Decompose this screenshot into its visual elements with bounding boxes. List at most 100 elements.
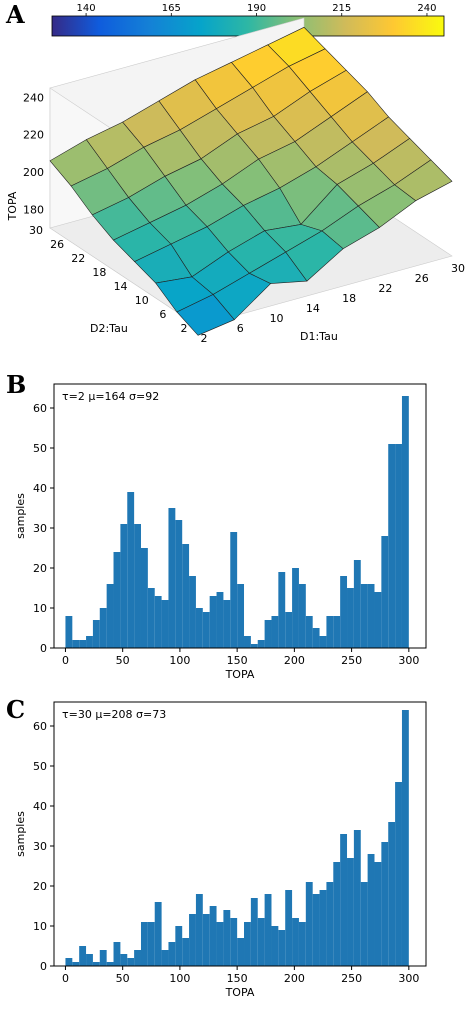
- x-tick-label: 250: [341, 972, 362, 985]
- y-axis-label: samples: [14, 493, 27, 539]
- surface-x-axis-label: D1:Tau: [300, 330, 338, 343]
- histogram-bar: [298, 584, 306, 648]
- surface-y-tick-label: 22: [71, 252, 85, 265]
- histogram-bar: [127, 492, 135, 648]
- histogram-bar: [65, 958, 73, 966]
- surface-z-tick-label: 220: [23, 129, 44, 142]
- y-tick-label: 60: [33, 720, 47, 733]
- histogram-bar: [120, 524, 128, 648]
- histogram-bar: [278, 930, 286, 966]
- histogram-bar: [285, 890, 293, 966]
- x-tick-label: 150: [227, 654, 248, 667]
- x-tick-label: 100: [169, 654, 190, 667]
- histogram-bar: [298, 922, 306, 966]
- histogram-bar: [250, 644, 258, 648]
- histogram-bar: [182, 938, 190, 966]
- histogram-bar: [360, 882, 368, 966]
- colorbar-tick-label: 140: [77, 3, 96, 14]
- colorbar: 140 165 190 215 240: [51, 3, 445, 37]
- histogram-bar: [189, 914, 196, 966]
- histogram-bar: [202, 612, 210, 648]
- histogram-bar: [381, 536, 389, 648]
- surface-x-tick-label: 10: [270, 312, 284, 325]
- histogram-bar: [319, 890, 327, 966]
- colorbar-ticks: 140 165 190 215 240: [77, 3, 437, 16]
- histogram-bar: [140, 922, 148, 966]
- x-axis-label: TOPA: [225, 668, 255, 681]
- y-tick-label: 30: [33, 522, 47, 535]
- histogram-bar: [209, 596, 217, 648]
- surface-y-tick-label: 18: [92, 266, 106, 279]
- histogram-bar: [388, 822, 396, 966]
- y-tick-label: 10: [33, 602, 47, 615]
- histogram-bar: [401, 710, 409, 966]
- panel-b-label: B: [6, 370, 27, 399]
- histogram-bar: [113, 552, 121, 648]
- y-tick-label: 50: [33, 760, 47, 773]
- histogram-bar: [209, 906, 217, 966]
- histogram-bar: [168, 942, 176, 966]
- histogram-bar: [305, 882, 313, 966]
- histogram-bar: [388, 444, 396, 648]
- y-tick-label: 50: [33, 442, 47, 455]
- x-tick-label: 200: [284, 972, 305, 985]
- histogram-bar: [401, 396, 409, 648]
- histogram-bar: [333, 862, 341, 966]
- surface-x-tick-label: 6: [237, 322, 244, 335]
- histogram-b: 0 50 100 150 200 250 300 0 10 20 30 40 50 60 TOPA sampl…: [14, 383, 427, 681]
- histogram-bar: [195, 608, 203, 648]
- histogram-bar: [182, 544, 190, 648]
- histogram-bar: [106, 962, 114, 966]
- histogram-bar: [134, 524, 141, 648]
- x-axis-label: TOPA: [225, 986, 255, 999]
- surface-z-tick-label: 180: [23, 203, 44, 216]
- histogram-bar: [326, 882, 334, 966]
- histogram-bar: [374, 862, 382, 966]
- x-tick-label: 100: [169, 972, 190, 985]
- histogram-bar: [79, 640, 87, 648]
- histogram-bar: [360, 584, 368, 648]
- histogram-bar: [230, 918, 238, 966]
- histogram-bar: [312, 894, 320, 966]
- histogram-bar: [147, 922, 155, 966]
- surface-y-tick-label: 6: [159, 308, 166, 321]
- histogram-bar: [292, 918, 299, 966]
- histogram-bar: [244, 922, 251, 966]
- histogram-bar: [278, 572, 286, 648]
- surface-z-tick-label: 240: [23, 91, 44, 104]
- histogram-bar: [189, 576, 196, 648]
- histogram-bar: [99, 950, 107, 966]
- histogram-bar: [305, 616, 313, 648]
- histogram-bar: [154, 596, 162, 648]
- y-tick-label: 0: [40, 960, 47, 973]
- surface-x-tick-label: 14: [306, 302, 320, 315]
- histogram-bar: [271, 616, 279, 648]
- histogram-bar: [326, 616, 334, 648]
- surface-z-axis-label: TOPA: [6, 191, 19, 221]
- surface-y-tick-label: 10: [135, 294, 149, 307]
- histogram-bar: [347, 588, 354, 648]
- surface-x-tick-label: 18: [342, 292, 356, 305]
- stats-annotation: τ=2 μ=164 σ=92: [62, 390, 159, 403]
- histogram-bar: [92, 962, 100, 966]
- colorbar-tick-label: 240: [417, 3, 436, 14]
- surface-y-tick-label: 14: [114, 280, 128, 293]
- histogram-bar: [216, 922, 224, 966]
- histogram-bar: [86, 954, 93, 966]
- panel-a-label: A: [6, 0, 25, 29]
- histogram-bar: [195, 894, 203, 966]
- histogram-bar: [127, 958, 135, 966]
- surface-x-tick-label: 26: [415, 272, 429, 285]
- surface-y-tick-label: 2: [181, 322, 188, 335]
- surface-x-tick-label: 30: [451, 262, 465, 275]
- y-tick-label: 20: [33, 562, 47, 575]
- histogram-bar: [257, 640, 265, 648]
- surface-face: [176, 294, 235, 336]
- histogram-bar: [216, 592, 224, 648]
- histogram-frame: [53, 701, 427, 967]
- histogram-bar: [374, 592, 382, 648]
- y-tick-label: 20: [33, 880, 47, 893]
- x-tick-label: 200: [284, 654, 305, 667]
